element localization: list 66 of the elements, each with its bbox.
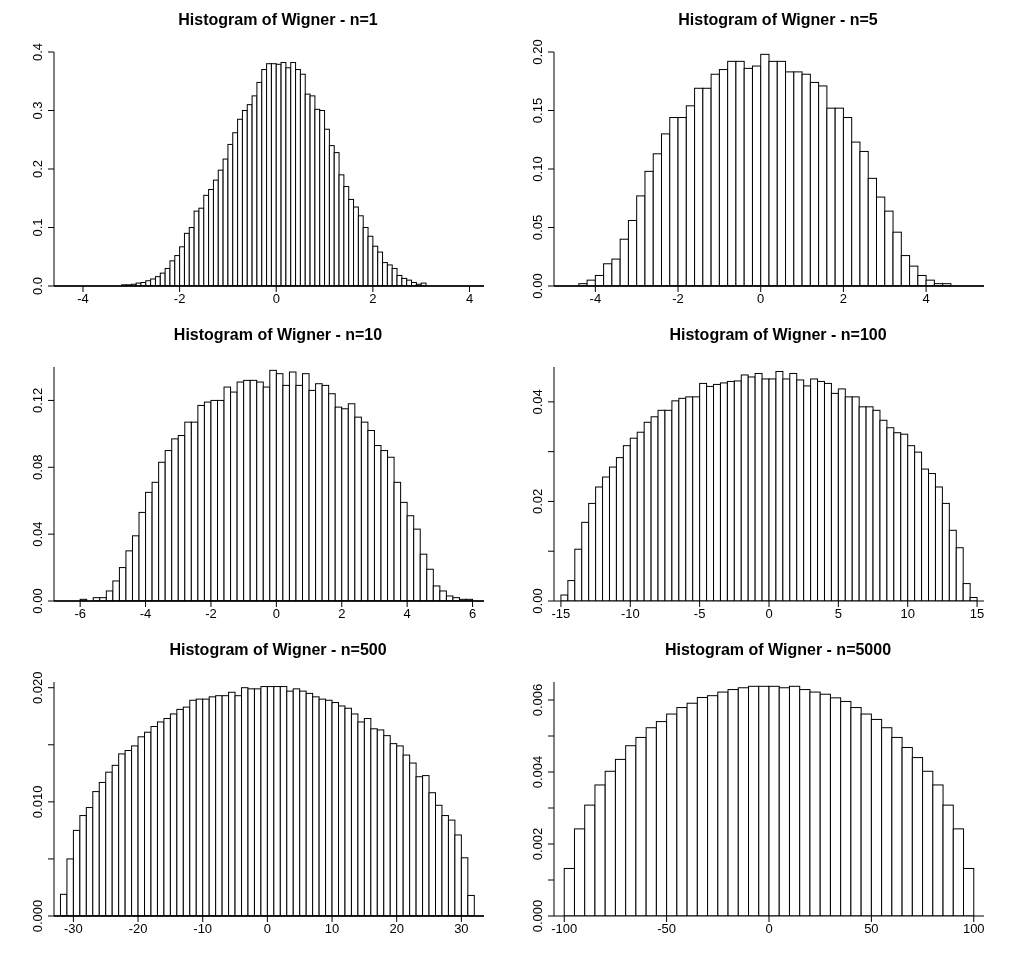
y-tick-label: 0.08 (30, 454, 45, 480)
y-tick-label: 0.10 (530, 156, 545, 182)
x-tick-label: 4 (403, 606, 411, 622)
x-tick-label: 30 (454, 921, 469, 937)
y-tick-label: 0.04 (530, 389, 545, 415)
y-tick-label: 0.004 (530, 755, 545, 789)
x-tick-label: -6 (74, 606, 86, 622)
x-tick-label: -4 (77, 291, 89, 307)
y-tick-label: 0.020 (30, 671, 45, 704)
chart-title: Histogram of Wigner - n=10 (172, 325, 384, 345)
x-tick-label: 10 (324, 921, 340, 937)
x-tick-label: 10 (900, 606, 915, 622)
y-tick-label: 0.3 (30, 101, 45, 120)
x-tick-label: -4 (139, 606, 152, 622)
x-tick-label: 0 (765, 606, 773, 622)
x-tick-label: 0 (757, 291, 765, 307)
x-tick-label: 2 (839, 291, 848, 307)
x-tick-label: 2 (369, 291, 377, 307)
chart-title: Histogram of Wigner - n=5 (677, 10, 879, 30)
x-tick-label: -2 (205, 606, 217, 622)
x-tick-label: 0 (765, 921, 773, 937)
y-tick-label: 0.15 (530, 97, 545, 124)
chart-title: Histogram of Wigner - n=5000 (663, 640, 893, 660)
x-tick-label: 50 (864, 921, 879, 937)
y-tick-label: 0.006 (530, 683, 545, 717)
y-tick-label: 0.00 (530, 273, 545, 299)
y-tick-label: 0.20 (530, 39, 545, 65)
x-tick-label: 2 (338, 606, 346, 622)
x-tick-label: -2 (672, 291, 684, 307)
x-tick-label: -30 (64, 921, 83, 937)
y-tick-label: 0.05 (530, 214, 545, 241)
x-tick-label: 4 (922, 291, 930, 307)
x-tick-label: -10 (620, 606, 640, 622)
x-tick-label: 4 (465, 291, 474, 307)
x-tick-label: -10 (193, 921, 213, 937)
y-tick-label: 0.000 (30, 899, 45, 933)
chart-title: Histogram of Wigner - n=100 (668, 325, 888, 345)
x-tick-label: -5 (693, 606, 706, 622)
x-tick-label: 5 (834, 606, 842, 622)
x-tick-label: 0 (272, 606, 280, 622)
y-tick-label: 0.2 (30, 159, 45, 179)
y-tick-label: 0.1 (30, 218, 45, 237)
y-tick-label: 0.00 (30, 588, 45, 614)
x-tick-label: -4 (589, 291, 602, 307)
x-tick-label: -2 (173, 291, 186, 307)
y-tick-label: 0.0 (30, 276, 45, 296)
y-tick-label: 0.002 (530, 827, 545, 861)
x-tick-label: 0 (272, 291, 280, 307)
y-tick-label: 0.010 (30, 785, 45, 819)
x-tick-label: -100 (551, 921, 578, 937)
y-tick-label: 0.02 (530, 488, 545, 515)
y-tick-label: 0.4 (30, 42, 45, 62)
chart-title: Histogram of Wigner - n=500 (168, 640, 388, 660)
chart-title: Histogram of Wigner - n=1 (177, 10, 379, 30)
x-tick-label: 6 (468, 606, 477, 622)
x-tick-label: -20 (128, 921, 148, 937)
y-tick-label: 0.00 (530, 588, 545, 614)
y-tick-label: 0.04 (30, 521, 45, 547)
y-tick-label: 0.12 (30, 387, 45, 414)
x-tick-label: 20 (389, 921, 404, 937)
y-tick-label: 0.000 (530, 899, 545, 933)
x-tick-label: 15 (969, 606, 985, 622)
x-tick-label: 100 (962, 921, 985, 937)
x-tick-label: -15 (551, 606, 571, 622)
x-tick-label: -50 (657, 921, 677, 937)
x-tick-label: 0 (263, 921, 271, 937)
